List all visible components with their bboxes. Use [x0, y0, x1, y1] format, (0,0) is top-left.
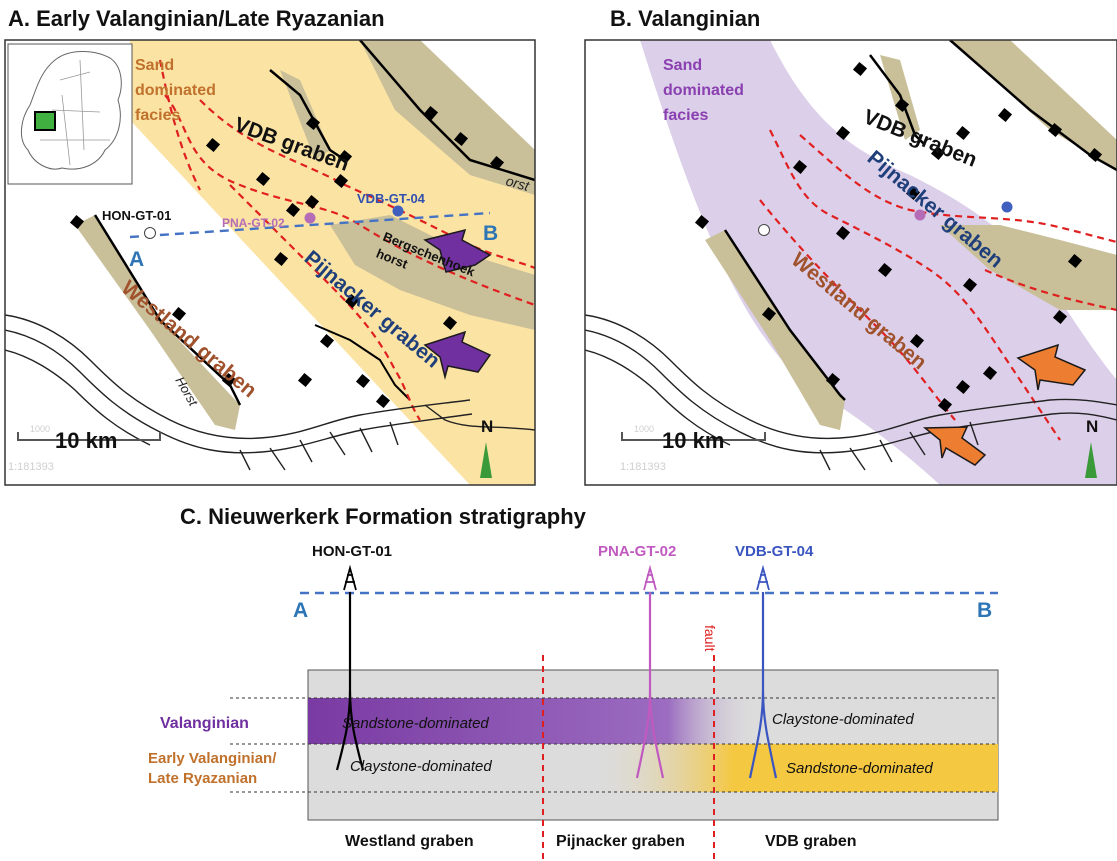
early-east-lithology: Sandstone-dominated [786, 760, 933, 777]
well-pna-label: PNA-GT-02 [598, 543, 676, 560]
panel-a-well-vdb-label: VDB-GT-04 [357, 191, 426, 206]
valanginian-west-lithology: Sandstone-dominated [342, 715, 489, 732]
panel-b-map: 1000 1:181393 10 km N Sand dominated fac… [585, 40, 1117, 485]
graben-label-pijnacker: Pijnacker graben [556, 833, 685, 850]
panel-b-scale-ghost-top: 1000 [634, 424, 654, 434]
panel-a-scale-ghost-top: 1000 [30, 424, 50, 434]
panel-a-well-hon-marker [145, 228, 156, 239]
panel-a-inset-map [8, 44, 132, 184]
panel-b-well-vdb-marker [1002, 202, 1013, 213]
panel-a-facies-line-3: facies [135, 107, 180, 124]
panel-b-facies-line-3: facies [663, 107, 708, 124]
row-label-valanginian: Valanginian [160, 715, 249, 732]
panel-a-well-pna-label: PNA-GT-02 [222, 216, 285, 230]
panel-a-well-hon-label: HON-GT-01 [102, 208, 171, 223]
panel-a-title: A. Early Valanginian/Late Ryazanian [8, 6, 385, 31]
panel-a-north-label: N [481, 417, 493, 436]
row-label-early-line-1: Early Valanginian/ [148, 750, 277, 767]
panel-b-facies-line-2: dominated [663, 82, 744, 99]
well-hon-label: HON-GT-01 [312, 543, 392, 560]
section-point-a: A [293, 599, 308, 622]
panel-a-point-a: A [129, 248, 144, 271]
panel-b-well-hon-marker [759, 225, 770, 236]
panel-a-scale-ghost-bottom: 1:181393 [8, 461, 54, 473]
fault-label: fault [702, 625, 718, 652]
panel-b-title: B. Valanginian [610, 6, 760, 31]
panel-b-north-label: N [1086, 417, 1098, 436]
panel-b-scale-ghost-bottom: 1:181393 [620, 461, 666, 473]
panel-a-well-pna-marker [305, 213, 316, 224]
panel-b-scale-label: 10 km [662, 428, 724, 453]
panel-a-well-vdb-marker [393, 206, 404, 217]
well-vdb-label: VDB-GT-04 [735, 543, 814, 560]
row-label-early: Early Valanginian/ Late Ryazanian [148, 750, 281, 787]
panel-a-facies-line-1: Sand [135, 57, 174, 74]
panel-c-title: C. Nieuwerkerk Formation stratigraphy [180, 504, 587, 529]
panel-a-facies-line-2: dominated [135, 82, 216, 99]
graben-label-westland: Westland graben [345, 833, 474, 850]
valanginian-east-lithology: Claystone-dominated [772, 711, 914, 728]
graben-label-vdb: VDB graben [765, 833, 857, 850]
early-west-lithology: Claystone-dominated [350, 758, 492, 775]
row-label-early-line-2: Late Ryazanian [148, 770, 257, 787]
panel-a-point-b: B [483, 222, 498, 245]
panel-a-scale-label: 10 km [55, 428, 117, 453]
panel-b-facies-line-1: Sand [663, 57, 702, 74]
section-point-b: B [977, 599, 992, 622]
